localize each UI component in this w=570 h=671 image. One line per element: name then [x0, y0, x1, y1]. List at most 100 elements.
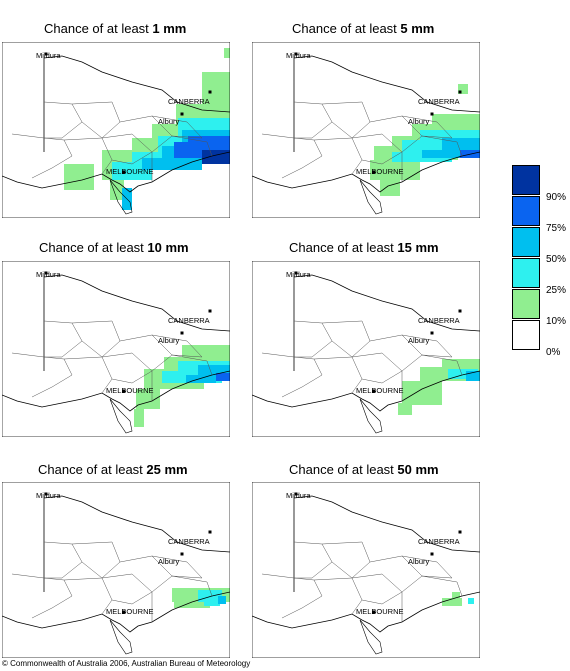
- port-phillip-outline: [359, 619, 383, 655]
- mildura-marker: [294, 492, 298, 496]
- state-border: [43, 55, 230, 152]
- probability-cell: [442, 138, 480, 150]
- district-boundary: [293, 541, 333, 579]
- district-boundary: [321, 101, 371, 139]
- canberra-marker: [458, 530, 462, 534]
- map-25mm: Mildura CANBERRA Albury MELBOURNE: [2, 482, 230, 658]
- melbourne-label: MELBOURNE: [106, 607, 154, 616]
- probability-cell: [218, 596, 226, 604]
- district-boundary: [171, 135, 213, 157]
- district-boundary: [151, 555, 203, 579]
- probability-cell: [174, 600, 210, 608]
- district-boundary: [71, 541, 121, 579]
- district-boundary: [421, 354, 463, 376]
- district-boundary: [321, 320, 371, 358]
- victoria-map-svg: Mildura CANBERRA Albury MELBOURNE: [252, 482, 480, 658]
- map-frame: [252, 261, 480, 437]
- probability-cell: [202, 72, 230, 108]
- district-boundary: [11, 133, 45, 139]
- victoria-map-svg: Mildura CANBERRA Albury MELBOURNE: [2, 261, 230, 437]
- victoria-map-svg: Mildura CANBERRA Albury MELBOURNE: [2, 42, 230, 218]
- probability-cell: [186, 375, 216, 383]
- district-boundary: [43, 320, 83, 358]
- legend-label-0: 0%: [546, 347, 561, 358]
- albury-marker: [430, 112, 434, 116]
- district-boundary: [401, 334, 453, 358]
- district-boundary: [71, 101, 121, 139]
- canberra-marker: [208, 530, 212, 534]
- melbourne-label: MELBOURNE: [356, 607, 404, 616]
- mildura-label: Mildura: [36, 491, 61, 500]
- albury-label: Albury: [158, 557, 180, 566]
- melbourne-label: MELBOURNE: [106, 167, 154, 176]
- district-boundary: [43, 101, 83, 139]
- map-5mm: Mildura CANBERRA Albury MELBOURNE: [252, 42, 480, 218]
- district-boundary: [151, 115, 203, 139]
- probability-cell: [380, 180, 400, 196]
- probability-cell: [466, 371, 480, 381]
- legend-swatch-25: [512, 258, 540, 288]
- albury-label: Albury: [408, 117, 430, 126]
- victoria-map-svg: Mildura CANBERRA Albury MELBOURNE: [252, 261, 480, 437]
- district-boundary: [31, 137, 73, 179]
- district-boundary: [171, 354, 213, 376]
- victoria-map-svg: Mildura CANBERRA Albury MELBOURNE: [2, 482, 230, 658]
- victoria-map-svg: Mildura CANBERRA Albury MELBOURNE: [252, 42, 480, 218]
- legend-label-90: 90%: [546, 192, 567, 203]
- district-boundary: [119, 115, 173, 153]
- map-frame: [252, 482, 480, 658]
- map-10mm: Mildura CANBERRA Albury MELBOURNE: [2, 261, 230, 437]
- probability-cells: [398, 359, 480, 415]
- melbourne-label: MELBOURNE: [356, 386, 404, 395]
- district-boundary: [71, 320, 121, 358]
- district-boundary: [313, 577, 363, 615]
- albury-label: Albury: [158, 336, 180, 345]
- district-boundary: [63, 356, 113, 394]
- mildura-marker: [44, 52, 48, 56]
- canberra-label: CANBERRA: [418, 537, 460, 546]
- coastline: [252, 591, 480, 633]
- melbourne-marker: [372, 389, 376, 393]
- canberra-marker: [458, 90, 462, 94]
- coastline: [252, 151, 480, 193]
- panel-title-25mm: Chance of at least 25 mm: [38, 462, 188, 477]
- copyright-notice: © Commonwealth of Australia 2006, Austra…: [2, 659, 251, 668]
- legend-swatch-0: [512, 320, 540, 350]
- port-phillip-outline: [359, 398, 383, 434]
- probability-cells: [172, 588, 230, 608]
- coastline: [2, 591, 230, 633]
- port-phillip-outline: [109, 619, 133, 655]
- district-boundary: [119, 334, 173, 372]
- panel-title-1mm: Chance of at least 1 mm: [44, 21, 187, 36]
- mildura-label: Mildura: [286, 491, 311, 500]
- albury-label: Albury: [408, 557, 430, 566]
- district-boundary: [421, 135, 463, 157]
- probability-cells: [64, 48, 230, 210]
- melbourne-label: MELBOURNE: [106, 386, 154, 395]
- albury-marker: [180, 552, 184, 556]
- district-boundary: [101, 573, 153, 605]
- probability-cells: [370, 84, 480, 196]
- mildura-marker: [44, 492, 48, 496]
- canberra-label: CANBERRA: [168, 97, 210, 106]
- state-border: [293, 274, 480, 371]
- mildura-label: Mildura: [286, 51, 311, 60]
- mildura-marker: [294, 271, 298, 275]
- canberra-marker: [208, 309, 212, 313]
- probability-cell: [402, 381, 442, 405]
- map-15mm: Mildura CANBERRA Albury MELBOURNE: [252, 261, 480, 437]
- probability-cell: [182, 345, 230, 357]
- probability-cell: [452, 592, 460, 600]
- district-boundary: [369, 555, 423, 593]
- district-boundary: [151, 334, 203, 358]
- legend-label-25: 25%: [546, 285, 567, 296]
- district-boundary: [11, 573, 45, 579]
- district-boundary: [63, 137, 113, 175]
- port-phillip-outline: [109, 398, 133, 434]
- probability-cell: [370, 160, 420, 180]
- melbourne-marker: [122, 389, 126, 393]
- albury-marker: [430, 552, 434, 556]
- panel-title-50mm: Chance of at least 50 mm: [289, 462, 439, 477]
- probability-cell: [468, 598, 474, 604]
- canberra-marker: [458, 309, 462, 313]
